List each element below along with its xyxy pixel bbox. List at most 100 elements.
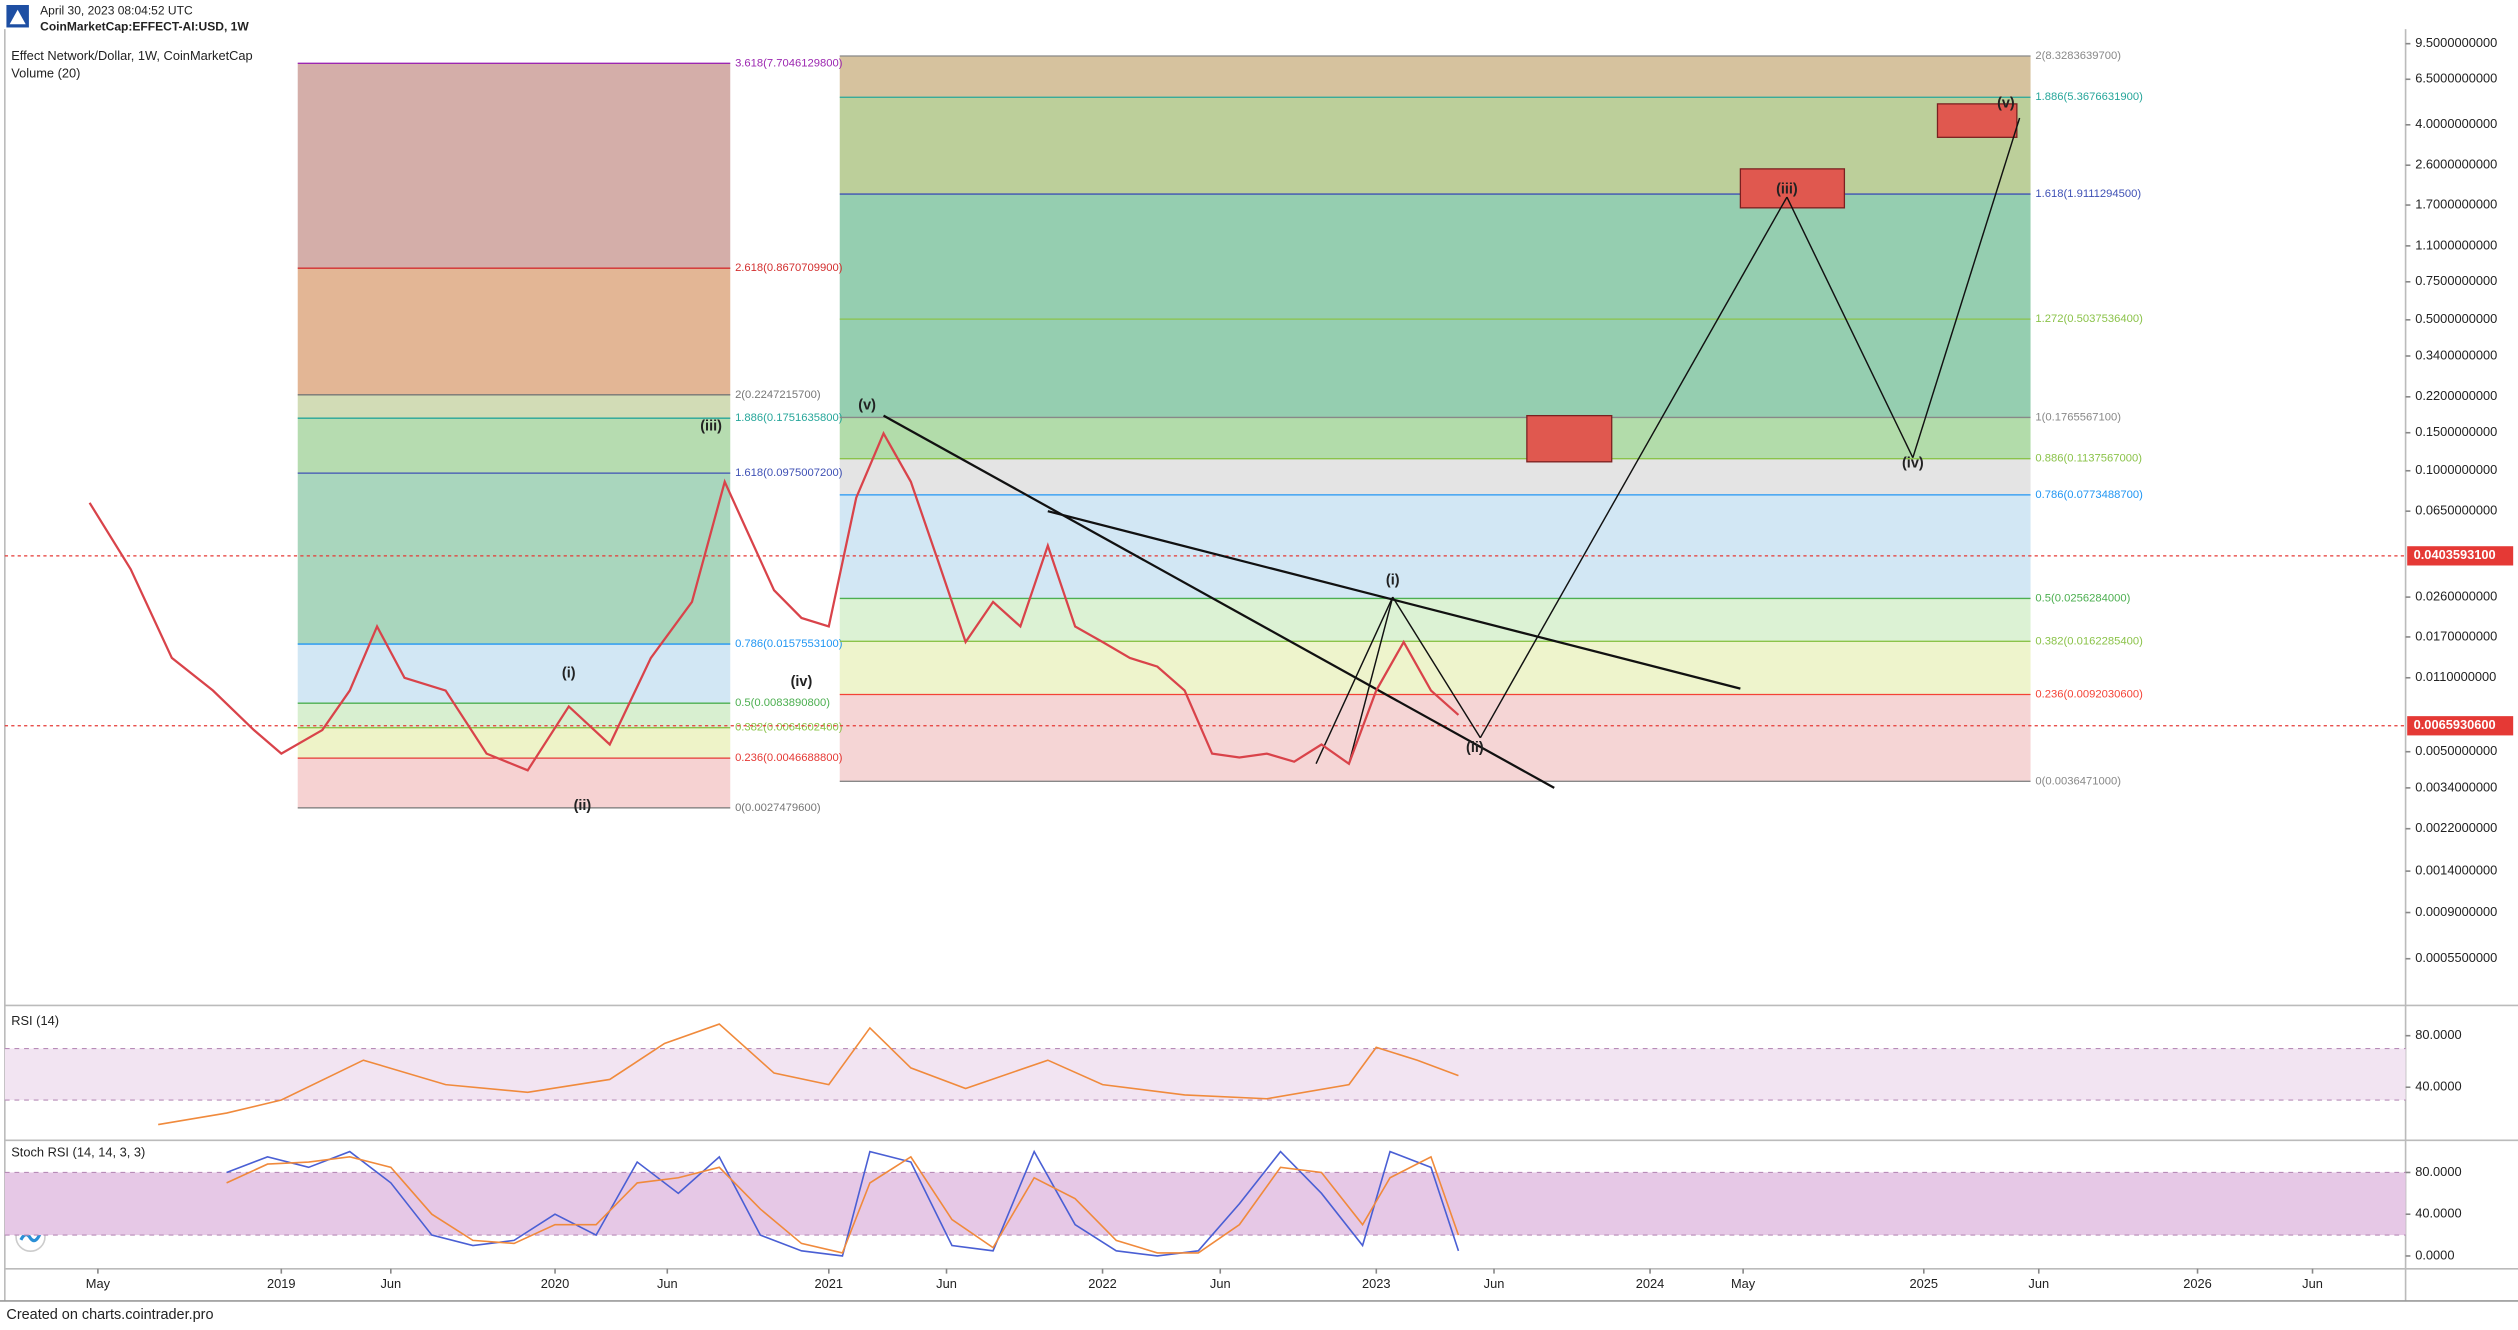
wave-label: (iv) xyxy=(791,674,813,690)
fib-band xyxy=(839,319,2031,418)
fib-label: 0.786(0.0157553100) xyxy=(735,638,843,650)
x-tick-label: Jun xyxy=(380,1276,401,1291)
fib-band xyxy=(297,63,731,269)
fib-band xyxy=(839,97,2031,195)
fib-band xyxy=(297,703,731,728)
price-line xyxy=(88,430,1460,772)
fib-zones xyxy=(297,56,2031,808)
x-tick-label: 2026 xyxy=(2183,1276,2212,1291)
fib-label: 1(0.1765567100) xyxy=(2035,411,2121,423)
x-tick-label: 2020 xyxy=(541,1276,570,1291)
wave-label: (i) xyxy=(1386,572,1400,588)
price-marker xyxy=(2407,716,2514,736)
price-marker-label: 0.0403593100 xyxy=(2414,547,2496,562)
wave-label: (i) xyxy=(562,665,576,681)
fib-label: 0.886(0.1137567000) xyxy=(2035,453,2142,465)
indicator-band xyxy=(4,1048,2406,1101)
trend-line xyxy=(1479,196,1788,739)
y-tick-label: 0.1000000000 xyxy=(2415,462,2497,477)
fib-band xyxy=(839,494,2031,599)
trend-line xyxy=(1912,117,2021,458)
y-tick-label: 0.0034000000 xyxy=(2415,779,2497,794)
fib-band xyxy=(297,473,731,645)
y-tick-label: 1.7000000000 xyxy=(2415,196,2497,211)
x-tick-label: Jun xyxy=(1484,1276,1505,1291)
fib-band xyxy=(839,417,2031,459)
x-tick-label: 2022 xyxy=(1088,1276,1117,1291)
fib-label: 1.886(0.1751635800) xyxy=(735,412,843,424)
fib-label: 0.5(0.0083890800) xyxy=(735,697,830,709)
x-tick-label: 2023 xyxy=(1362,1276,1391,1291)
wave-label: (iv) xyxy=(1902,455,1924,471)
x-tick-label: 2024 xyxy=(1636,1276,1665,1291)
tv-badge-mark xyxy=(19,1232,42,1243)
price-marker-label: 0.0065930600 xyxy=(2414,717,2496,732)
trend-line xyxy=(1348,596,1394,764)
y-tick-label: 40.0000 xyxy=(2415,1079,2461,1094)
indicator-band xyxy=(4,1172,2406,1236)
fib-band xyxy=(297,268,731,395)
trend-line xyxy=(1786,196,1914,458)
volume-label: Volume (20) xyxy=(11,65,80,80)
y-tick-label: 0.0260000000 xyxy=(2415,588,2497,603)
target-zone xyxy=(1526,414,1613,463)
y-tick-label: 0.0022000000 xyxy=(2415,820,2497,835)
y-tick-label: 0.0650000000 xyxy=(2415,503,2497,518)
y-tick-label: 80.0000 xyxy=(2415,1164,2461,1179)
x-tick-label: Jun xyxy=(657,1276,678,1291)
fib-label: 0(0.0036471000) xyxy=(2035,775,2121,787)
rsi-title: RSI (14) xyxy=(11,1013,59,1028)
y-tick-label: 0.5000000000 xyxy=(2415,311,2497,326)
x-tick-label: Jun xyxy=(936,1276,957,1291)
y-tick-label: 0.0005500000 xyxy=(2415,950,2497,965)
y-tick-label: 0.3400000000 xyxy=(2415,347,2497,362)
fib-label: 1.618(0.0975007200) xyxy=(735,467,843,479)
wave-label: (v) xyxy=(858,398,876,414)
fib-label: 0.382(0.0162285400) xyxy=(2035,635,2143,647)
fib-label: 0.236(0.0046688800) xyxy=(735,752,843,764)
symbol: CoinMarketCap:EFFECT-AI:USD, 1W xyxy=(40,20,249,34)
timestamp: April 30, 2023 08:04:52 UTC xyxy=(40,4,193,18)
fib-label: 2(0.2247215700) xyxy=(735,389,821,401)
y-tick-label: 0.0110000000 xyxy=(2415,669,2496,684)
fib-band xyxy=(839,598,2031,642)
x-tick-label: Jun xyxy=(1210,1276,1231,1291)
y-tick-label: 0.7500000000 xyxy=(2415,273,2497,288)
y-tick-label: 6.5000000000 xyxy=(2415,71,2497,86)
fib-band xyxy=(297,727,731,759)
wave-label: (ii) xyxy=(1466,740,1484,756)
fib-band xyxy=(839,694,2031,782)
chart-title: Effect Network/Dollar, 1W, CoinMarketCap xyxy=(11,48,252,63)
series-line xyxy=(226,1155,1460,1254)
y-tick-label: 0.0050000000 xyxy=(2415,743,2497,758)
fib-band xyxy=(297,644,731,704)
fib-band xyxy=(297,394,731,419)
price-marker xyxy=(2407,546,2514,566)
x-tick-label: 2019 xyxy=(267,1276,296,1291)
fib-label: 2(8.3283639700) xyxy=(2035,50,2121,62)
y-tick-label: 0.0170000000 xyxy=(2415,628,2497,643)
series-line xyxy=(226,1149,1460,1257)
x-tick-label: 2025 xyxy=(1910,1276,1939,1291)
target-zone xyxy=(1936,103,2018,138)
footer: Created on charts.cointrader.pro xyxy=(6,1307,213,1323)
fib-band xyxy=(839,194,2031,320)
fib-label: 1.618(1.9111294500) xyxy=(2035,188,2141,200)
y-tick-label: 0.0014000000 xyxy=(2415,862,2497,877)
wave-label: (iii) xyxy=(700,418,722,434)
y-tick-label: 2.6000000000 xyxy=(2415,157,2497,172)
y-tick-label: 0.0000 xyxy=(2415,1247,2454,1262)
fib-band xyxy=(839,641,2031,695)
trend-line xyxy=(883,414,1555,789)
y-tick-label: 4.0000000000 xyxy=(2415,116,2497,131)
fib-label: 1.272(0.5037536400) xyxy=(2035,313,2143,325)
x-tick-label: Jun xyxy=(2028,1276,2049,1291)
fib-label: 0.5(0.0256284000) xyxy=(2035,592,2130,604)
fib-label: 0.786(0.0773488700) xyxy=(2035,489,2143,501)
y-tick-label: 0.2200000000 xyxy=(2415,388,2497,403)
y-tick-label: 1.1000000000 xyxy=(2415,237,2497,252)
fib-label: 1.886(5.3676631900) xyxy=(2035,91,2143,103)
rsi-line xyxy=(158,1023,1459,1126)
y-tick-label: 80.0000 xyxy=(2415,1027,2461,1042)
